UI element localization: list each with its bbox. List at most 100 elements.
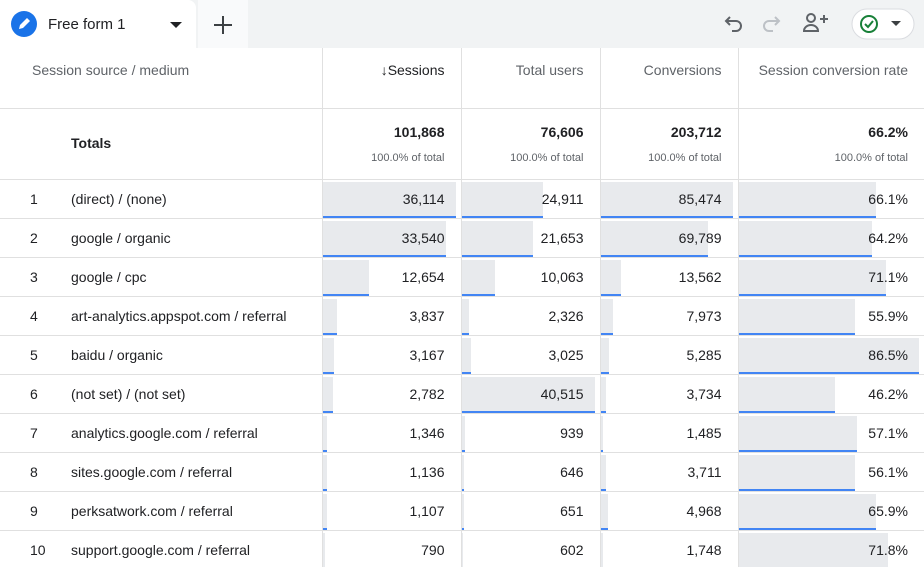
add-tab[interactable] xyxy=(198,0,248,48)
totals-cell: 76,606 100.0% of total xyxy=(460,108,600,180)
metric-cell: 55.9% xyxy=(737,296,924,336)
metric-value: 646 xyxy=(560,463,584,480)
value-bar-line xyxy=(462,488,464,490)
metric-cell: 602 xyxy=(460,530,600,567)
metric-cell: 10,063 xyxy=(460,257,600,297)
value-bar xyxy=(462,493,464,529)
metric-cell: 646 xyxy=(460,452,600,492)
metric-value: 21,653 xyxy=(540,229,584,246)
table-row[interactable]: 1 (direct) / (none) 36,114 24,911 85,474 66.1… xyxy=(0,179,924,219)
value-bar-line xyxy=(601,254,709,256)
value-bar xyxy=(323,181,456,217)
value-bar xyxy=(601,493,609,529)
metric-cell: 13,562 xyxy=(599,257,738,297)
value-bar-line xyxy=(462,410,595,412)
dimension-label: perksatwork.com / referral xyxy=(71,502,233,519)
totals-label-cell: Totals xyxy=(0,108,322,180)
dropdown-icon[interactable] xyxy=(169,21,183,31)
value-bar xyxy=(601,376,607,412)
value-bar-line xyxy=(323,410,333,412)
tab[interactable]: Free form 1 xyxy=(0,0,196,48)
value-bar-line xyxy=(601,293,622,295)
table-row[interactable]: 4 art-analytics.appspot.com / referral 3,8… xyxy=(0,296,924,336)
value-bar-line xyxy=(323,371,335,373)
metric-value: 602 xyxy=(560,541,584,558)
column-header[interactable]: Conversions xyxy=(599,48,738,109)
value-bar xyxy=(323,415,328,451)
value-bar xyxy=(462,181,544,217)
value-bar xyxy=(462,532,464,567)
metric-cell: 651 xyxy=(460,491,600,531)
value-bar xyxy=(323,337,335,373)
redo-icon[interactable] xyxy=(759,11,783,35)
value-bar-line xyxy=(739,215,877,217)
metric-cell: 86.5% xyxy=(737,335,924,375)
metric-value: 33,540 xyxy=(401,229,445,246)
dimension-cell: 7 analytics.google.com / referral xyxy=(0,413,322,453)
value-bar xyxy=(323,376,333,412)
table-row[interactable]: 5 baidu / organic 3,167 3,025 5,285 86.5% xyxy=(0,335,924,375)
table-row[interactable]: 3 google / cpc 12,654 10,063 13,562 71.1% xyxy=(0,257,924,297)
metric-value: 1,136 xyxy=(409,463,445,480)
value-bar-line xyxy=(323,254,447,256)
value-bar-line xyxy=(462,371,472,373)
tab-bar: Free form 1 xyxy=(0,0,924,48)
value-bar-line xyxy=(601,488,607,490)
value-bar xyxy=(323,532,326,567)
value-bar xyxy=(739,493,876,529)
metric-cell: 3,167 xyxy=(321,335,461,375)
metric-value: 55.9% xyxy=(868,307,908,324)
column-header[interactable]: Session conversion rate xyxy=(737,48,924,109)
metric-cell: 2,326 xyxy=(460,296,600,336)
metric-value: 3,167 xyxy=(409,346,445,363)
value-bar-line xyxy=(323,449,328,451)
metric-cell: 71.8% xyxy=(737,530,924,567)
table-row[interactable]: 6 (not set) / (not set) 2,782 40,515 3,734 46… xyxy=(0,374,924,414)
table-row[interactable]: 7 analytics.google.com / referral 1,346 939… xyxy=(0,413,924,453)
metric-value: 46.2% xyxy=(868,385,908,402)
column-header-text: Total users xyxy=(515,62,584,78)
metric-cell: 1,107 xyxy=(321,491,461,531)
table-row[interactable]: 10 support.google.com / referral 790 602 1,7… xyxy=(0,530,924,567)
metric-value: 24,911 xyxy=(541,190,584,207)
metric-cell: 65.9% xyxy=(737,491,924,531)
column-header[interactable]: ↓Sessions xyxy=(321,48,461,109)
value-bar-line xyxy=(739,488,856,490)
value-bar xyxy=(323,454,327,490)
metric-value: 71.8% xyxy=(868,541,908,558)
metric-value: 71.1% xyxy=(868,268,908,285)
metric-value: 13,562 xyxy=(678,268,722,285)
undo-icon[interactable] xyxy=(722,11,746,35)
metric-cell: 1,748 xyxy=(599,530,738,567)
column-header[interactable]: Session source / medium xyxy=(0,48,322,109)
value-bar xyxy=(462,298,470,334)
totals-note: 100.0% of total xyxy=(648,151,722,164)
table-row[interactable]: 2 google / organic 33,540 21,653 69,789 64.2% xyxy=(0,218,924,258)
dimension-label: (direct) / (none) xyxy=(71,190,167,207)
metric-value: 56.1% xyxy=(868,463,908,480)
column-header[interactable]: Total users xyxy=(460,48,600,109)
value-bar xyxy=(601,259,622,295)
row-rank: 1 xyxy=(30,190,38,207)
metric-cell: 1,136 xyxy=(321,452,461,492)
value-bar-line xyxy=(601,332,613,334)
totals-note: 100.0% of total xyxy=(371,151,445,164)
metric-cell: 7,973 xyxy=(599,296,738,336)
metric-value: 3,711 xyxy=(687,463,722,480)
metric-cell: 57.1% xyxy=(737,413,924,453)
table-row[interactable]: 8 sites.google.com / referral 1,136 646 3,71… xyxy=(0,452,924,492)
value-bar xyxy=(601,337,609,373)
table-row[interactable]: 9 perksatwork.com / referral 1,107 651 4,968… xyxy=(0,491,924,531)
metric-value: 85,474 xyxy=(678,190,722,207)
value-bar-line xyxy=(323,488,327,490)
row-rank: 6 xyxy=(30,385,38,402)
column-header-text: Conversions xyxy=(643,62,722,78)
value-bar-line xyxy=(601,215,733,217)
metric-value: 2,326 xyxy=(548,307,584,324)
value-bar xyxy=(739,415,858,451)
metric-value: 10,063 xyxy=(540,268,584,285)
value-bar xyxy=(462,376,595,412)
status-button[interactable] xyxy=(851,8,915,40)
share-icon[interactable] xyxy=(802,11,832,35)
metric-cell: 5,285 xyxy=(599,335,738,375)
